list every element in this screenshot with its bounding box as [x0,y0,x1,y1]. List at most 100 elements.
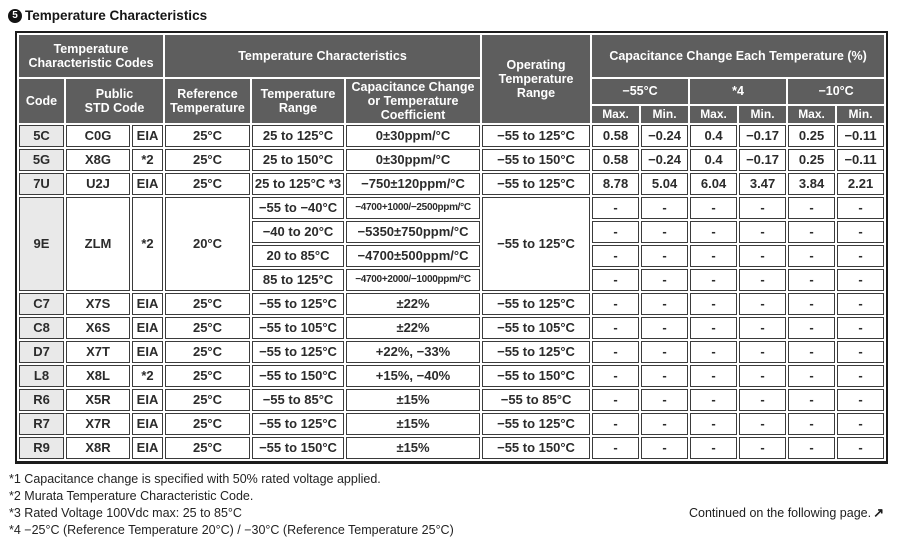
header-row-groups: Temperature Characteristic Codes Tempera… [19,35,885,123]
reference-temperature-cell: 25°C [165,389,250,411]
header-temp-minus55: −55°C [592,79,689,104]
value-cell: 2.21 [837,173,885,195]
value-cell: - [641,437,689,459]
table-row: −40 to 20°C −5350±750ppm/°C - - - - - - [19,221,885,243]
std-org-cell: EIA [132,173,163,195]
value-cell: - [592,245,640,267]
table-row: C7 X7S EIA 25°C −55 to 125°C ±22% −55 to 125°C… [19,293,885,315]
reference-temperature-cell: 25°C [165,437,250,459]
footnote: *4 −25°C (Reference Temperature 20°C) / … [9,523,454,537]
public-std-code-cell: ZLM [66,197,130,291]
value-cell: - [788,269,836,291]
header-max: Max. [690,105,738,123]
value-cell: - [592,269,640,291]
value-cell: - [690,365,738,387]
std-org-cell: EIA [132,437,163,459]
header-capacitance-change-each-temperature: Capacitance Change Each Temperature (%) [592,35,885,77]
public-std-code-cell: X8R [66,437,130,459]
header-min: Min. [739,105,787,123]
temperature-range-cell: −55 to 125°C [252,293,344,315]
value-cell: - [837,317,885,339]
value-cell: 0.25 [788,125,836,147]
table-row: R7 X7R EIA 25°C −55 to 125°C ±15% −55 to 125°C… [19,413,885,435]
public-std-code-cell: X5R [66,389,130,411]
value-cell: - [641,245,689,267]
code-cell: R7 [19,413,64,435]
operating-temperature-range-cell: −55 to 125°C [482,293,591,315]
value-cell: −0.24 [641,149,689,171]
value-cell: - [739,245,787,267]
value-cell: - [641,293,689,315]
std-org-cell: EIA [132,389,163,411]
value-cell: - [592,365,640,387]
table-row: R9 X8R EIA 25°C −55 to 150°C ±15% −55 to 150°C… [19,437,885,459]
temperature-range-cell: −55 to 150°C [252,437,344,459]
public-std-code-cell: C0G [66,125,130,147]
reference-temperature-cell: 25°C [165,125,250,147]
temperature-range-cell: −55 to −40°C [252,197,344,219]
value-cell: - [592,197,640,219]
reference-temperature-cell: 25°C [165,341,250,363]
capacitance-change-cell: −5350±750ppm/°C [346,221,481,243]
temperature-range-cell: 85 to 125°C [252,269,344,291]
value-cell: 8.78 [592,173,640,195]
table-row: C8 X6S EIA 25°C −55 to 105°C ±22% −55 to 105°C… [19,317,885,339]
table-row: L8 X8L *2 25°C −55 to 150°C +15%, −40% −55 to … [19,365,885,387]
code-cell: L8 [19,365,64,387]
value-cell: - [837,437,885,459]
capacitance-change-cell: ±22% [346,317,481,339]
value-cell: 0.4 [690,125,738,147]
value-cell: - [739,221,787,243]
value-cell: 3.84 [788,173,836,195]
continued-note: Continued on the following page. ↗ [689,505,884,521]
value-cell: - [837,365,885,387]
temperature-range-cell: −55 to 125°C [252,413,344,435]
value-cell: - [690,293,738,315]
table-row: 20 to 85°C −4700±500ppm/°C - - - - - - [19,245,885,267]
footnotes: *1 Capacitance change is specified with … [9,471,892,537]
capacitance-change-cell: ±15% [346,437,481,459]
section-title: 5 Temperature Characteristics [8,8,892,23]
std-org-cell: *2 [132,197,163,291]
operating-temperature-range-cell: −55 to 85°C [482,389,591,411]
header-min: Min. [837,105,885,123]
operating-temperature-range-cell: −55 to 125°C [482,413,591,435]
table-row: 5G X8G *2 25°C 25 to 150°C 0±30ppm/°C −55 to 1… [19,149,885,171]
value-cell: - [641,197,689,219]
value-cell: −0.24 [641,125,689,147]
reference-temperature-cell: 25°C [165,173,250,195]
std-org-cell: EIA [132,293,163,315]
continued-arrow-icon: ↗ [873,505,884,520]
temperature-range-cell: 25 to 125°C *3 [252,173,344,195]
temperature-range-cell: −40 to 20°C [252,221,344,243]
code-cell: C8 [19,317,64,339]
value-cell: - [690,269,738,291]
table-row: 85 to 125°C −4700+2000/−1000ppm/°C - - - - - - [19,269,885,291]
capacitance-change-cell: +22%, −33% [346,341,481,363]
value-cell: - [788,293,836,315]
capacitance-change-cell: −750±120ppm/°C [346,173,481,195]
temperature-range-cell: −55 to 85°C [252,389,344,411]
operating-temperature-range-cell: −55 to 125°C [482,341,591,363]
reference-temperature-cell: 25°C [165,365,250,387]
value-cell: - [739,317,787,339]
value-cell: - [739,293,787,315]
value-cell: 0.4 [690,149,738,171]
operating-temperature-range-cell: −55 to 125°C [482,125,591,147]
value-cell: - [788,389,836,411]
value-cell: - [690,197,738,219]
header-code: Code [19,79,64,123]
value-cell: - [592,389,640,411]
value-cell: - [837,245,885,267]
value-cell: −0.17 [739,125,787,147]
value-cell: - [641,221,689,243]
code-cell: 9E [19,197,64,291]
value-cell: - [641,365,689,387]
header-temp-star4: *4 [690,79,787,104]
value-cell: 0.58 [592,125,640,147]
operating-temperature-range-cell: −55 to 150°C [482,365,591,387]
section-number-badge: 5 [8,8,22,23]
header-row-columns: Code Public STD Code Reference Temperatu… [19,79,885,123]
temperature-range-cell: 25 to 125°C [252,125,344,147]
continued-text: Continued on the following page. [689,506,872,520]
